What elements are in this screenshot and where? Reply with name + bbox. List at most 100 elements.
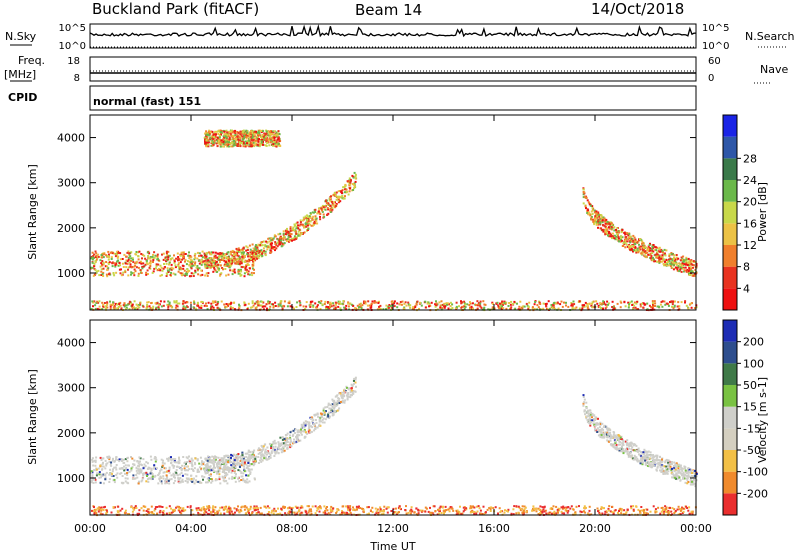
heatmap-cell-1749 xyxy=(236,252,239,255)
heatmap-cell-742 xyxy=(106,303,109,306)
heatmap-cell-827 xyxy=(347,305,350,308)
heatmap-cell-875 xyxy=(163,300,166,303)
heatmap-cell-1919 xyxy=(257,249,259,252)
heatmap-cell-561 xyxy=(538,301,541,304)
heatmap-cell-941 xyxy=(207,477,210,480)
heatmap-cell-625 xyxy=(92,510,95,513)
heatmap-cell-117 xyxy=(424,506,427,509)
heatmap-cell-2302 xyxy=(689,259,692,262)
heatmap-cell-31 xyxy=(540,510,542,513)
heatmap-cell-2043 xyxy=(252,257,255,260)
heatmap-cell-784 xyxy=(547,512,550,515)
heatmap-cell-1411 xyxy=(173,465,176,468)
heatmap-cell-442 xyxy=(440,300,443,303)
heatmap-cell-1926 xyxy=(329,208,332,211)
heatmap-cell-2782 xyxy=(687,270,690,273)
heatmap-cell-2142 xyxy=(261,241,264,243)
heatmap-cell-124 xyxy=(180,512,183,515)
heatmap-cell-2670 xyxy=(657,260,660,263)
heatmap-cell-1141 xyxy=(94,250,97,253)
heatmap-cell-1481 xyxy=(98,274,101,277)
heatmap-cell-1336 xyxy=(225,466,228,469)
heatmap-cell-309 xyxy=(383,510,385,513)
heatmap-cell-998 xyxy=(139,457,142,460)
heatmap-cell-3444 xyxy=(222,140,225,143)
heatmap-cell-835 xyxy=(118,303,121,306)
heatmap-cell-437 xyxy=(120,307,123,310)
heatmap-cell-325 xyxy=(660,510,663,513)
heatmap-cell-2819 xyxy=(686,264,689,266)
heatmap-cell-465 xyxy=(673,508,676,511)
heatmap-cell-320 xyxy=(498,507,501,510)
heatmap-cell-3459 xyxy=(239,135,242,138)
heatmap-cell-1335 xyxy=(95,254,98,257)
heatmap-cell-3271 xyxy=(262,135,265,138)
heatmap-cell-3460 xyxy=(253,137,255,140)
heatmap-cell-1112 xyxy=(130,456,132,458)
heatmap-cell-102 xyxy=(670,510,673,513)
heatmap-cell-2061 xyxy=(210,260,213,263)
heatmap-cell-1034 xyxy=(154,254,157,257)
heatmap-cell-415 xyxy=(282,506,285,509)
heatmap-cell-791 xyxy=(405,512,408,515)
heatmap-cell-470 xyxy=(157,306,160,309)
heatmap-cell-970 xyxy=(91,458,94,461)
heatmap-cell-2046 xyxy=(299,233,302,236)
heatmap-cell-1898 xyxy=(249,251,252,254)
heatmap-cell-592 xyxy=(682,510,685,513)
heatmap-cell-3090 xyxy=(275,141,278,144)
heatmap-cell-227 xyxy=(130,506,133,509)
heatmap-cell-2996 xyxy=(211,135,214,138)
heatmap-cell-2101 xyxy=(332,193,335,196)
heatmap-cell-314 xyxy=(334,301,337,304)
heatmap-cell-999 xyxy=(124,269,127,272)
heatmap-cell-122 xyxy=(335,510,338,513)
heatmap-cell-2537 xyxy=(678,270,681,273)
heatmap-cell-3205 xyxy=(246,131,249,134)
heatmap-cell-500 xyxy=(181,302,184,305)
heatmap-cell-276 xyxy=(523,505,526,508)
heatmap-cell-1089 xyxy=(104,467,107,470)
heatmap-cell-1951 xyxy=(277,241,279,244)
heatmap-cell-1466 xyxy=(140,272,143,274)
heatmap-cell-1603 xyxy=(269,237,272,240)
heatmap-cell-1657 xyxy=(264,254,267,257)
heatmap-cell-325 xyxy=(210,302,213,305)
heatmap-cell-444 xyxy=(548,511,551,514)
heatmap-cell-368 xyxy=(158,303,161,306)
heatmap-cell-2198 xyxy=(269,251,272,254)
heatmap-cell-1035 xyxy=(247,264,250,266)
heatmap-cell-1072 xyxy=(233,271,236,274)
heatmap-cell-565 xyxy=(500,307,503,310)
heatmap-cell-1358 xyxy=(124,271,127,274)
heatmap-cell-1322 xyxy=(181,272,184,275)
heatmap-cell-1289 xyxy=(118,268,121,271)
heatmap-cell-1561 xyxy=(335,198,338,201)
heatmap-cell-1165 xyxy=(184,480,187,482)
heatmap-cell-2265 xyxy=(683,263,686,266)
heatmap-cell-1636 xyxy=(231,262,234,265)
heatmap-cell-3490 xyxy=(275,145,278,148)
heatmap-cell-521 xyxy=(666,510,669,513)
heatmap-cell-1153 xyxy=(168,457,170,460)
heatmap-cell-2621 xyxy=(675,263,678,266)
heatmap-cell-1352 xyxy=(103,253,106,256)
heatmap-cell-1103 xyxy=(127,250,130,253)
heatmap-cell-944 xyxy=(120,458,123,460)
heatmap-cell-1924 xyxy=(294,224,296,227)
heatmap-cell-801 xyxy=(244,303,247,306)
heatmap-cell-699 xyxy=(643,511,646,514)
heatmap-cell-895 xyxy=(491,302,494,305)
heatmap-cell-2319 xyxy=(626,245,629,248)
heatmap-cell-2526 xyxy=(610,235,613,237)
heatmap-cell-2161 xyxy=(295,227,298,230)
heatmap-cell-935 xyxy=(196,458,199,461)
heatmap-cell-3259 xyxy=(251,132,254,135)
heatmap-cell-1296 xyxy=(178,456,180,459)
heatmap-cell-2078 xyxy=(304,222,307,225)
heatmap-cell-1625 xyxy=(295,225,298,228)
heatmap-cell-3422 xyxy=(237,143,240,145)
heatmap-cell-128 xyxy=(175,301,178,304)
heatmap-cell-896 xyxy=(455,305,458,308)
heatmap-cell-2089 xyxy=(237,261,240,264)
